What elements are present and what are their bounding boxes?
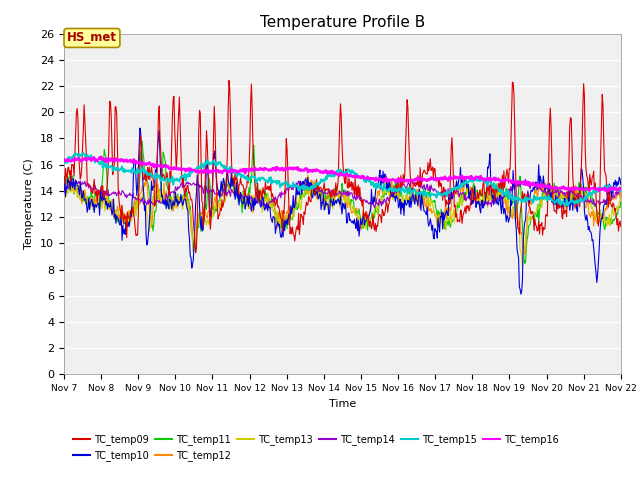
TC_temp09: [428, 166, 436, 172]
TC_temp11: [214, 199, 222, 205]
TC_temp12: [617, 188, 625, 193]
TC_temp12: [60, 181, 68, 187]
TC_temp13: [617, 193, 625, 199]
TC_temp14: [127, 192, 135, 198]
TC_temp09: [214, 216, 222, 222]
Line: TC_temp14: TC_temp14: [64, 180, 621, 209]
TC_temp15: [564, 203, 572, 209]
Text: HS_met: HS_met: [67, 32, 117, 45]
TC_temp10: [428, 220, 435, 226]
TC_temp10: [127, 214, 135, 219]
Line: TC_temp12: TC_temp12: [64, 170, 621, 254]
TC_temp11: [127, 211, 135, 216]
TC_temp12: [127, 205, 135, 211]
TC_temp16: [411, 177, 419, 182]
TC_temp15: [185, 170, 193, 176]
TC_temp14: [428, 182, 435, 188]
TC_temp13: [71, 186, 79, 192]
TC_temp11: [428, 197, 435, 203]
TC_temp13: [518, 264, 526, 270]
TC_temp16: [603, 189, 611, 194]
TC_temp13: [128, 205, 136, 211]
TC_temp11: [185, 196, 193, 202]
TC_temp16: [617, 185, 625, 191]
TC_temp09: [192, 250, 200, 255]
TC_temp10: [70, 180, 78, 186]
TC_temp11: [521, 261, 529, 266]
TC_temp15: [617, 189, 625, 194]
Y-axis label: Temperature (C): Temperature (C): [24, 158, 35, 250]
TC_temp12: [411, 192, 419, 198]
TC_temp10: [60, 186, 68, 192]
TC_temp09: [225, 78, 233, 84]
TC_temp14: [522, 177, 529, 182]
TC_temp14: [60, 185, 68, 191]
TC_temp15: [428, 191, 435, 196]
X-axis label: Time: Time: [329, 399, 356, 408]
TC_temp14: [411, 180, 419, 185]
TC_temp12: [70, 188, 78, 193]
TC_temp13: [60, 192, 68, 197]
TC_temp12: [428, 205, 435, 211]
TC_temp12: [184, 201, 192, 206]
TC_temp10: [185, 228, 193, 234]
TC_temp15: [128, 165, 136, 171]
TC_temp09: [184, 182, 192, 188]
Legend: TC_temp09, TC_temp10, TC_temp11, TC_temp12, TC_temp13, TC_temp14, TC_temp15, TC_: TC_temp09, TC_temp10, TC_temp11, TC_temp…: [69, 431, 563, 465]
TC_temp15: [60, 157, 68, 163]
Line: TC_temp13: TC_temp13: [64, 180, 621, 267]
TC_temp13: [411, 194, 419, 200]
TC_temp14: [617, 186, 625, 192]
TC_temp14: [184, 179, 192, 185]
TC_temp11: [138, 138, 146, 144]
TC_temp11: [617, 199, 625, 204]
Line: TC_temp16: TC_temp16: [64, 157, 621, 192]
TC_temp10: [136, 125, 144, 131]
TC_temp13: [214, 203, 222, 208]
TC_temp13: [428, 196, 435, 202]
TC_temp09: [70, 173, 78, 179]
TC_temp13: [185, 205, 193, 211]
TC_temp16: [60, 156, 68, 162]
TC_temp14: [263, 206, 271, 212]
TC_temp16: [214, 168, 222, 173]
TC_temp09: [60, 174, 68, 180]
Line: TC_temp09: TC_temp09: [64, 81, 621, 252]
TC_temp09: [127, 207, 135, 213]
TC_temp15: [70, 152, 78, 157]
TC_temp16: [70, 158, 78, 164]
TC_temp09: [617, 224, 625, 229]
Line: TC_temp15: TC_temp15: [64, 153, 621, 206]
Line: TC_temp11: TC_temp11: [64, 141, 621, 264]
TC_temp11: [70, 191, 78, 197]
TC_temp11: [411, 195, 419, 201]
TC_temp11: [60, 189, 68, 194]
TC_temp15: [79, 150, 87, 156]
Line: TC_temp10: TC_temp10: [64, 128, 621, 294]
TC_temp10: [517, 291, 525, 297]
TC_temp14: [214, 190, 221, 196]
Title: Temperature Profile B: Temperature Profile B: [260, 15, 425, 30]
TC_temp10: [617, 181, 625, 187]
TC_temp12: [214, 189, 221, 195]
TC_temp10: [214, 188, 222, 193]
TC_temp16: [97, 154, 105, 160]
TC_temp16: [428, 175, 435, 180]
TC_temp15: [214, 161, 222, 167]
TC_temp16: [185, 168, 193, 173]
TC_temp12: [520, 252, 528, 257]
TC_temp09: [412, 183, 419, 189]
TC_temp14: [70, 183, 78, 189]
TC_temp16: [128, 159, 136, 165]
TC_temp13: [67, 178, 75, 183]
TC_temp15: [411, 187, 419, 193]
TC_temp12: [223, 168, 231, 173]
TC_temp10: [411, 201, 419, 207]
